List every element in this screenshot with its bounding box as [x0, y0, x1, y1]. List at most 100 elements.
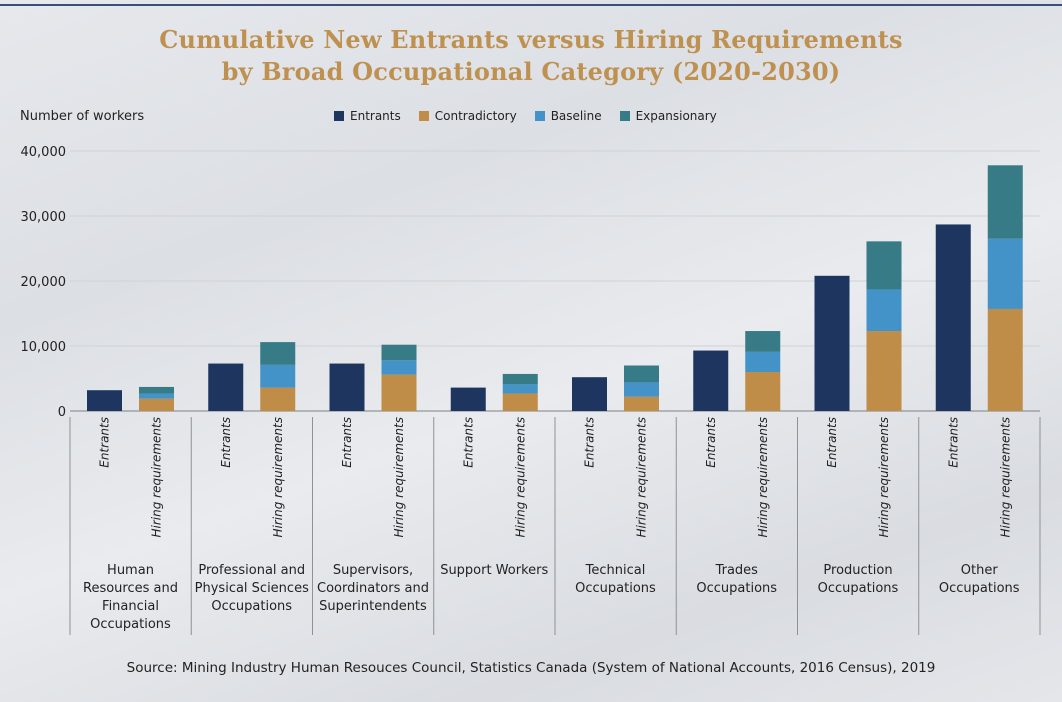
category-label-line: Occupations [938, 581, 1020, 596]
legend-item-baseline: Baseline [534, 109, 602, 123]
legend-swatch [418, 111, 429, 121]
bar-segment-expansionary [381, 344, 417, 361]
bar-label-hiring: Hiring requirements [392, 417, 406, 538]
bar-entrants [935, 224, 971, 411]
bar-label-entrants: Entrants [825, 417, 839, 468]
bar-segment-expansionary [987, 165, 1023, 239]
bar-segment-baseline [745, 351, 781, 372]
bar-segment-expansionary [139, 386, 174, 394]
category-label: Professional and Physical Sciences Occupat… [191, 562, 312, 616]
category-label-line: Superintendents [319, 599, 427, 614]
bar-segment-baseline [139, 393, 174, 399]
category-label-line: Professional and [198, 563, 306, 578]
y-tick-label: 40,000 [21, 145, 67, 160]
category-label-line: Physical Sciences [194, 581, 309, 596]
category-label-line: Supervisors, [332, 563, 414, 578]
bar-segment-contradictory [745, 372, 781, 411]
legend-swatch [534, 111, 545, 121]
bar-label-entrants: Entrants [98, 417, 112, 468]
bar-label-entrants: Entrants [461, 417, 475, 468]
source-note: Source: Mining Industry Human Resouces C… [126, 660, 936, 676]
bar-segment-baseline [381, 360, 417, 375]
bar-label-entrants: Entrants [946, 417, 960, 468]
legend-swatch [334, 111, 344, 121]
chart-title: Cumulative New Entrants versus Hiring Re… [0, 24, 1062, 88]
category-label: Trades Occupations [676, 562, 797, 598]
legend-label: Baseline [550, 109, 602, 123]
bar-entrants [87, 390, 122, 411]
bar-label-hiring: Hiring requirements [756, 417, 770, 538]
legend-item-expansionary: Expansionary [619, 109, 717, 123]
bar-segment-baseline [502, 384, 538, 394]
category-label-line: Occupations [211, 599, 293, 614]
legend-item-contradictory: Contradictory [418, 109, 517, 123]
bar-entrants [693, 350, 729, 411]
bar-segment-expansionary [502, 373, 538, 385]
bar-segment-expansionary [866, 241, 902, 290]
legend-label: Expansionary [635, 109, 717, 123]
bar-entrants [329, 363, 365, 411]
category-label-line: Coordinators and [317, 581, 429, 596]
bar-segment-contradictory [987, 308, 1023, 411]
category-label-line: Human [107, 563, 154, 578]
bar-label-hiring: Hiring requirements [998, 417, 1012, 538]
category-label-line: Trades [715, 563, 758, 578]
bar-segment-contradictory [502, 393, 538, 411]
category-label-line: Occupations [90, 617, 171, 632]
category-label: Production Occupations [798, 562, 919, 598]
legend: Entrants Contradictory Baseline Expansio… [334, 109, 717, 123]
y-tick-label: 0 [58, 405, 66, 420]
bar-entrants [208, 363, 244, 411]
category-label: Other Occupations [919, 562, 1040, 598]
legend-swatch [619, 111, 630, 121]
category-label-line: Support Workers [440, 563, 549, 578]
category-label-line: Other [960, 563, 998, 578]
category-label-line: Financial [102, 599, 159, 614]
bar-entrants [572, 377, 607, 411]
bar-segment-contradictory [866, 331, 902, 411]
chart-title-line-1: Cumulative New Entrants versus Hiring Re… [159, 25, 903, 54]
bar-segment-contradictory [624, 396, 659, 411]
bar-segment-baseline [260, 364, 296, 388]
y-tick-label: 20,000 [21, 275, 67, 290]
category-label-line: Resources and [83, 581, 178, 596]
legend-label: Entrants [350, 109, 401, 123]
bar-segment-expansionary [624, 365, 659, 383]
bar-label-hiring: Hiring requirements [150, 417, 164, 538]
category-label: Technical Occupations [555, 562, 676, 598]
bar-label-entrants: Entrants [583, 417, 597, 468]
category-label: Human Resources and Financial Occupations [70, 562, 191, 634]
legend-item-entrants: Entrants [334, 109, 401, 123]
category-label-line: Occupations [817, 581, 899, 596]
category-label-line: Occupations [575, 581, 656, 596]
bar-segment-contradictory [139, 398, 174, 411]
bar-segment-contradictory [260, 387, 296, 411]
bar-label-hiring: Hiring requirements [877, 417, 891, 538]
bar-label-entrants: Entrants [219, 417, 233, 468]
category-label: Supervisors, Coordinators and Superintende… [313, 562, 434, 616]
bar-segment-baseline [987, 238, 1023, 309]
category-label-line: Production [823, 563, 893, 578]
category-label-line: Occupations [696, 581, 778, 596]
bar-label-entrants: Entrants [340, 417, 354, 468]
bar-label-hiring: Hiring requirements [271, 417, 285, 538]
y-tick-label: 30,000 [21, 210, 67, 225]
bar-entrants [450, 387, 486, 411]
bar-segment-expansionary [745, 331, 781, 352]
chart-title-line-2: by Broad Occupational Category (2020-203… [221, 57, 841, 86]
category-label: Support Workers [434, 562, 555, 580]
category-label-line: Technical [585, 563, 646, 578]
bar-label-entrants: Entrants [704, 417, 718, 468]
bar-entrants [814, 275, 850, 411]
bar-label-hiring: Hiring requirements [635, 417, 649, 538]
legend-label: Contradictory [434, 109, 517, 123]
bar-label-hiring: Hiring requirements [513, 417, 527, 538]
bar-segment-expansionary [260, 342, 296, 365]
y-tick-label: 10,000 [21, 340, 67, 355]
y-axis-title: Number of workers [20, 109, 145, 124]
top-border-line [0, 4, 1062, 6]
bar-segment-baseline [624, 382, 659, 397]
bar-segment-baseline [866, 289, 902, 332]
bar-segment-contradictory [381, 374, 417, 411]
